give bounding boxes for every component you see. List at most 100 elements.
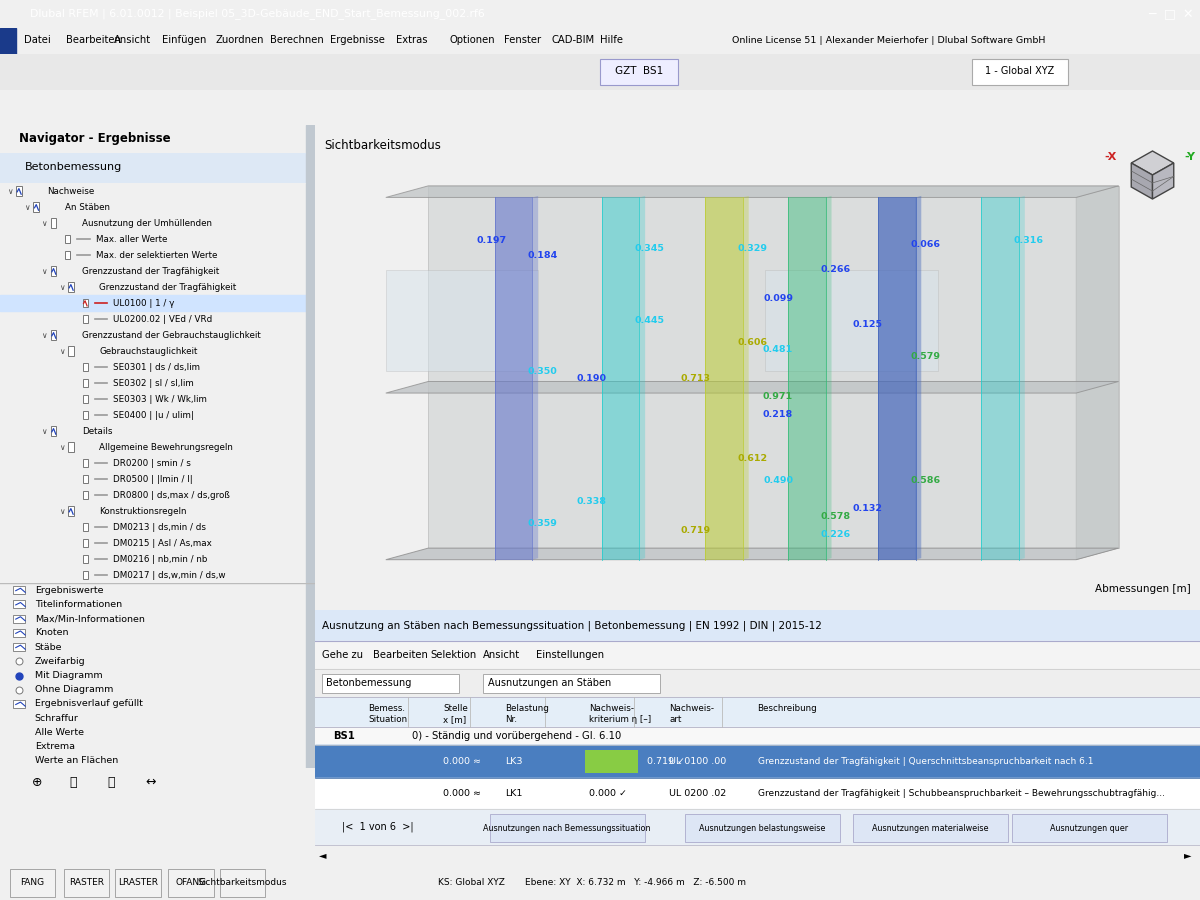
Text: ◄: ◄ [319, 850, 326, 859]
Bar [1013, 814, 1168, 842]
Text: x [m]: x [m] [443, 715, 467, 724]
Bar [220, 868, 265, 897]
Text: ∨: ∨ [59, 283, 65, 292]
Text: Stäbe: Stäbe [35, 643, 62, 652]
Text: Nachweis-: Nachweis- [670, 704, 714, 713]
Text: Titelinformationen: Titelinformationen [35, 599, 121, 608]
Polygon shape [826, 196, 832, 560]
Text: art: art [670, 715, 682, 724]
Text: Ergebnisse: Ergebnisse [330, 35, 385, 46]
Text: |<  1 von 6  >|: |< 1 von 6 >| [342, 822, 413, 832]
Text: ►: ► [1183, 850, 1192, 859]
Text: Grenzzustand der Tragfähigkeit | Schubbeanspruchbarkeit – Bewehrungsschubtragfäh: Grenzzustand der Tragfähigkeit | Schubbe… [757, 789, 1164, 798]
Bar [50, 330, 56, 340]
Bar [0, 295, 314, 311]
Text: Extrema: Extrema [35, 742, 74, 752]
Text: Einfügen: Einfügen [162, 35, 206, 46]
Bar [314, 809, 1200, 844]
Text: Max/Min-Informationen: Max/Min-Informationen [35, 614, 144, 623]
Bar [83, 458, 88, 467]
Text: 0.719: 0.719 [680, 526, 710, 536]
Text: Selektion: Selektion [430, 650, 476, 660]
Bar [12, 586, 25, 594]
Text: Online License 51 | Alexander Meierhofer | Dlubal Software GmbH: Online License 51 | Alexander Meierhofer… [732, 36, 1045, 45]
Text: Knoten: Knoten [35, 628, 68, 637]
Text: -X: -X [1104, 152, 1117, 162]
Text: 0.218: 0.218 [763, 410, 793, 419]
Text: FANG: FANG [20, 878, 44, 886]
Bar [68, 346, 73, 356]
Text: Bearbeiten: Bearbeiten [372, 650, 427, 660]
Text: SE0302 | sl / sl,lim: SE0302 | sl / sl,lim [113, 379, 194, 388]
Text: Ausnutzungen belastungsweise: Ausnutzungen belastungsweise [698, 824, 826, 832]
Bar [50, 266, 56, 275]
Text: DM0216 | nb,min / nb: DM0216 | nb,min / nb [113, 554, 208, 563]
Bar [306, 183, 314, 583]
Text: SE0301 | ds / ds,lim: SE0301 | ds / ds,lim [113, 363, 200, 372]
Text: 0.190: 0.190 [577, 374, 607, 383]
Text: Fenster: Fenster [504, 35, 541, 46]
Bar [68, 283, 73, 292]
Bar [584, 751, 638, 773]
Text: Navigator - Ergebnisse: Navigator - Ergebnisse [19, 132, 170, 145]
Polygon shape [982, 197, 1019, 560]
Polygon shape [916, 196, 922, 560]
Bar [12, 700, 25, 708]
Text: ∨: ∨ [7, 186, 12, 195]
Text: 0.132: 0.132 [853, 505, 883, 514]
Text: UL0100 | 1 / γ: UL0100 | 1 / γ [113, 299, 175, 308]
Polygon shape [386, 548, 1118, 560]
Text: Ausnutzungen an Stäben: Ausnutzungen an Stäben [487, 679, 611, 688]
Text: Alle Werte: Alle Werte [35, 728, 84, 737]
Polygon shape [533, 196, 538, 560]
Text: LK1: LK1 [505, 789, 523, 798]
Text: Bearbeiten: Bearbeiten [66, 35, 121, 46]
Text: Sichtbarkeitsmodus: Sichtbarkeitsmodus [324, 140, 440, 152]
Text: Nachweise: Nachweise [47, 186, 95, 195]
Bar [168, 868, 214, 897]
Text: ∨: ∨ [59, 443, 65, 452]
Text: 0) - Ständig und vorübergehend - Gl. 6.10: 0) - Ständig und vorübergehend - Gl. 6.1… [413, 731, 622, 742]
Text: Hilfe: Hilfe [600, 35, 623, 46]
Bar [314, 641, 1200, 669]
Bar [12, 600, 25, 608]
Bar [972, 59, 1068, 85]
Bar [83, 314, 88, 323]
Text: 0.226: 0.226 [821, 530, 851, 539]
Text: Ausnutzung an Stäben nach Bemessungssituation | Betonbemessung | EN 1992 | DIN |: Ausnutzung an Stäben nach Bemessungssitu… [322, 620, 822, 631]
Text: 0.125: 0.125 [853, 320, 883, 328]
Bar [83, 363, 88, 372]
Text: SE0400 | |u / ulim|: SE0400 | |u / ulim| [113, 410, 194, 419]
Text: 0.481: 0.481 [763, 345, 793, 354]
Text: Gehe zu: Gehe zu [322, 650, 364, 660]
Text: 0.606: 0.606 [738, 338, 768, 346]
Bar [50, 427, 56, 436]
Text: 0.184: 0.184 [527, 251, 558, 260]
Text: Ausnutzungen materialweise: Ausnutzungen materialweise [872, 824, 989, 832]
Bar [685, 814, 840, 842]
Text: 0.338: 0.338 [577, 497, 607, 506]
Text: Grenzzustand der Tragfähigkeit: Grenzzustand der Tragfähigkeit [82, 266, 220, 275]
Text: ✕: ✕ [1183, 7, 1193, 21]
Text: DM0213 | ds,min / ds: DM0213 | ds,min / ds [113, 523, 206, 532]
Text: Allgemeine Bewehrungsregeln: Allgemeine Bewehrungsregeln [100, 443, 233, 452]
Text: 0.350: 0.350 [527, 367, 557, 376]
Text: ∨: ∨ [41, 427, 47, 436]
Text: Ausnutzungen nach Bemessungssituation: Ausnutzungen nach Bemessungssituation [484, 824, 650, 832]
Bar [64, 868, 109, 897]
Bar [314, 610, 1200, 641]
Text: Max. der selektierten Werte: Max. der selektierten Werte [96, 250, 217, 259]
Polygon shape [788, 197, 826, 560]
Text: Grenzzustand der Tragfähigkeit | Querschnittsbeanspruchbarkeit nach 6.1: Grenzzustand der Tragfähigkeit | Quersch… [757, 757, 1093, 766]
Text: Details: Details [82, 427, 113, 436]
Bar [10, 868, 55, 897]
Bar [314, 697, 1200, 727]
Text: Zuordnen: Zuordnen [216, 35, 264, 46]
Text: Dlubal RFEM | 6.01.0012 | Beispiel 05_3D-Gebäude_END_Start_Bemessung_002.rf6: Dlubal RFEM | 6.01.0012 | Beispiel 05_3D… [30, 8, 485, 20]
Text: UL 0100 .00: UL 0100 .00 [670, 757, 726, 766]
Polygon shape [428, 186, 1118, 548]
Text: 0.612: 0.612 [738, 454, 768, 463]
Polygon shape [877, 197, 916, 560]
Bar [50, 218, 56, 228]
Polygon shape [494, 197, 533, 560]
